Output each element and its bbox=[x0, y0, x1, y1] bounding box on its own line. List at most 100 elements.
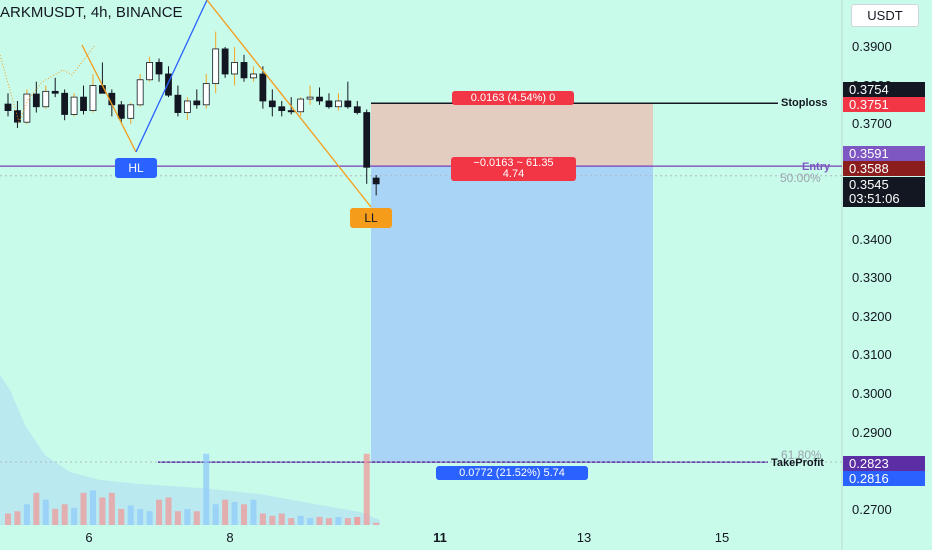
pivot-hl-badge[interactable]: HL bbox=[115, 158, 157, 178]
candle-body bbox=[193, 100, 201, 106]
stop-distance-label: 0.0163 (4.54%) 0 bbox=[452, 91, 574, 105]
x-tick-label: 8 bbox=[226, 530, 234, 545]
pivot-ll-badge[interactable]: LL bbox=[350, 208, 392, 228]
entry-info-line-2: 4.74 bbox=[502, 168, 525, 180]
volume-bar bbox=[354, 516, 361, 525]
candle-body bbox=[306, 96, 314, 100]
volume-bar bbox=[222, 499, 229, 525]
volume-bar bbox=[288, 518, 295, 525]
entry-line-label: Entry bbox=[802, 161, 831, 173]
candle-body bbox=[23, 93, 31, 123]
candle-body bbox=[297, 98, 305, 113]
candle-body bbox=[250, 73, 257, 79]
y-tick-label: 0.2700 bbox=[852, 501, 892, 517]
price-tag: 0.2816 bbox=[843, 471, 925, 486]
candle-body bbox=[287, 110, 295, 113]
countdown-timer: 03:51:06 bbox=[849, 191, 900, 206]
candle-body bbox=[61, 92, 69, 115]
price-tag: 0.3545 03:51:06 bbox=[843, 177, 925, 207]
candle-body bbox=[89, 85, 97, 112]
y-tick-label: 0.3000 bbox=[852, 385, 892, 401]
volume-bar bbox=[80, 492, 87, 525]
pre-pivot-line bbox=[0, 44, 96, 124]
price-tag-value: 0.3751 bbox=[849, 97, 889, 112]
candle-body bbox=[80, 96, 87, 112]
price-tag: 0.3754 bbox=[843, 82, 925, 97]
volume-bar bbox=[325, 518, 332, 525]
candle-body bbox=[268, 100, 276, 108]
volume-bar bbox=[297, 515, 304, 525]
candle-body bbox=[127, 104, 135, 119]
x-tick-label: 6 bbox=[85, 530, 93, 545]
symbol-title[interactable]: ARKMUSDT, 4h, BINANCE bbox=[0, 4, 183, 21]
price-tag-value: 0.3545 bbox=[849, 177, 889, 192]
takeprofit-line-label: TakeProfit bbox=[771, 457, 824, 469]
volume-bar bbox=[335, 516, 342, 525]
y-tick-label: 0.3700 bbox=[852, 116, 892, 132]
candle-body bbox=[42, 90, 50, 108]
volume-bar bbox=[137, 508, 144, 525]
volume-bar bbox=[89, 490, 96, 525]
pivot-line-2 bbox=[135, 0, 208, 153]
candle-body bbox=[363, 112, 371, 168]
candle-body bbox=[372, 177, 380, 185]
volume-bar bbox=[42, 499, 49, 525]
candle-body bbox=[146, 62, 154, 81]
price-tag: 0.2823 bbox=[843, 456, 925, 471]
price-tag-value: 0.2816 bbox=[849, 471, 889, 486]
candle-body bbox=[202, 83, 210, 106]
volume-ma-area bbox=[0, 375, 380, 525]
volume-bar bbox=[174, 511, 181, 525]
volume-bar bbox=[250, 499, 257, 525]
price-tag-value: 0.3588 bbox=[849, 161, 889, 176]
candle-body bbox=[51, 90, 59, 94]
y-tick-label: 0.3300 bbox=[852, 270, 892, 286]
currency-button[interactable]: USDT bbox=[851, 4, 919, 27]
volume-bar bbox=[184, 508, 191, 525]
candle-body bbox=[212, 48, 220, 85]
candle-body bbox=[117, 104, 125, 119]
candle-body bbox=[278, 106, 286, 112]
y-tick-label: 0.3400 bbox=[852, 231, 892, 247]
candle-body bbox=[344, 100, 352, 108]
y-tick-label: 0.3200 bbox=[852, 308, 892, 324]
candle-body bbox=[259, 73, 267, 102]
volume-bar bbox=[156, 499, 163, 525]
price-tag: 0.3591 bbox=[843, 146, 925, 161]
candle-body bbox=[316, 96, 323, 102]
volume-bar bbox=[23, 504, 30, 525]
y-tick-label: 0.3100 bbox=[852, 347, 892, 363]
volume-bar bbox=[118, 508, 125, 525]
candle-body bbox=[334, 100, 342, 108]
volume-bar bbox=[212, 504, 219, 525]
candle-body bbox=[155, 62, 163, 75]
x-tick-label: 11 bbox=[433, 530, 447, 545]
stop-zone bbox=[371, 103, 653, 167]
candle-body bbox=[32, 93, 40, 108]
entry-info-label: −0.0163 ~ 61.35 4.74 bbox=[451, 157, 576, 181]
volume-bar bbox=[146, 511, 153, 525]
volume-bar bbox=[307, 518, 314, 525]
volume-bar bbox=[269, 515, 276, 525]
price-tag: 0.3751 bbox=[843, 97, 925, 112]
target-distance-label: 0.0772 (21.52%) 5.74 bbox=[436, 466, 588, 480]
pivot-line-1 bbox=[81, 44, 137, 153]
candle-body bbox=[221, 48, 229, 75]
volume-bar bbox=[241, 504, 247, 525]
volume-bar bbox=[203, 453, 210, 525]
volume-bar bbox=[33, 492, 40, 525]
volume-bar bbox=[61, 504, 68, 525]
volume-bar bbox=[193, 511, 200, 525]
volume-bar bbox=[278, 513, 285, 525]
volume-bar bbox=[14, 511, 21, 525]
volume-bar bbox=[5, 513, 11, 525]
volume-bar bbox=[99, 497, 106, 525]
volume-bar bbox=[52, 508, 59, 525]
volume-bar bbox=[71, 507, 78, 525]
volume-bar bbox=[316, 516, 323, 525]
x-tick-label: 13 bbox=[576, 530, 592, 545]
x-tick-label: 15 bbox=[714, 530, 730, 545]
volume-bar bbox=[108, 492, 115, 525]
target-zone bbox=[371, 166, 653, 463]
